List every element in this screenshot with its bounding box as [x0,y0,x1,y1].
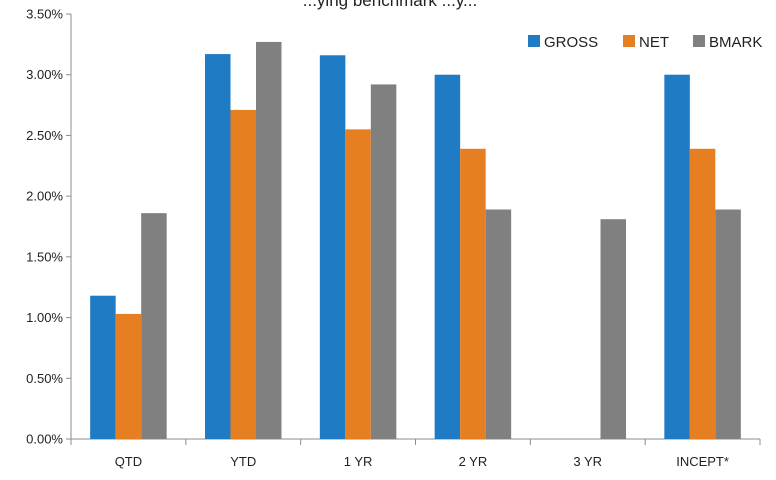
y-tick-label: 1.00% [26,310,63,325]
bar-net-incept [689,148,716,440]
y-tick-label: 0.00% [26,432,63,447]
y-tick-label: 3.00% [26,67,63,82]
legend-swatch-bmark [693,35,705,47]
legend-swatch-gross [528,35,540,47]
bar-bmark-2yr [485,209,512,439]
y-tick-label: 1.50% [26,249,63,264]
bars [90,41,741,440]
legend: GROSS NET BMARK [528,34,762,51]
bar-gross-2yr [434,74,461,439]
bar-net-qtd [115,313,142,439]
bar-gross-1yr [319,55,346,440]
x-tick-label: INCEPT* [676,454,729,469]
x-tick-label: 3 YR [573,454,602,469]
x-tick-label: QTD [115,454,142,469]
y-tick-label: 0.50% [26,371,63,386]
bar-net-1yr [345,129,371,439]
bar-gross-qtd [90,295,116,439]
y-tick-label: 2.00% [26,189,63,204]
y-tick-label: 2.50% [26,128,63,143]
legend-label-gross: GROSS [544,34,598,51]
bar-bmark-qtd [141,213,167,439]
x-tick-label: YTD [230,454,256,469]
x-tick-label: 2 YR [459,454,488,469]
legend-label-bmark: BMARK [709,34,762,51]
legend-swatch-net [623,35,635,47]
bar-net-2yr [460,148,486,440]
legend-label-net: NET [639,34,669,51]
bar-gross-ytd [205,54,231,439]
y-axis: 0.00% 0.50% 1.00% 1.50% 2.00% 2.50% 3.00% 3.50% [26,7,72,447]
y-tick-label: 3.50% [26,7,63,22]
bar-net-ytd [230,109,256,439]
bar-bmark-ytd [256,41,282,440]
x-tick-label: 1 YR [344,454,373,469]
x-axis: QTD YTD 1 YR 2 YR 3 YR INCEPT* [70,438,761,469]
bar-bmark-incept [715,209,741,439]
chart-title: ...ying benchmark ...y... [303,0,477,10]
bar-bmark-1yr [370,84,397,439]
bar-gross-incept [664,74,690,439]
bar-bmark-3yr [600,219,626,439]
